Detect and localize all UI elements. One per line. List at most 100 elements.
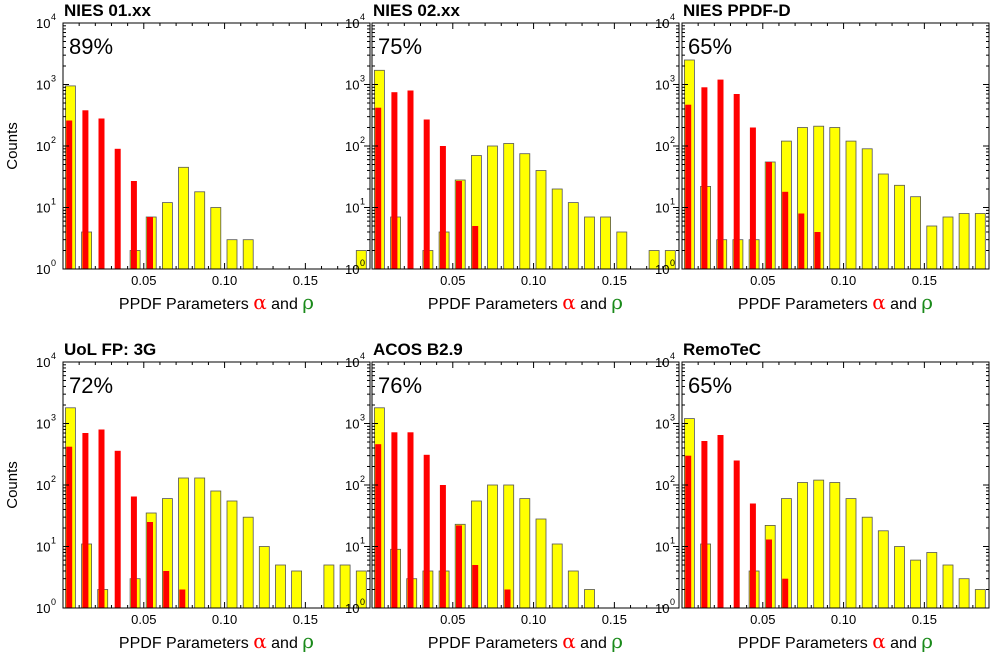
x-axis-label-prefix: PPDF Parameters [119,635,253,652]
rho-bar [894,184,905,269]
y-tick-exponent: 4 [51,12,56,22]
y-tick-exponent: 0 [360,597,365,607]
alpha-bar [82,110,89,269]
y-tick-exponent: 0 [360,258,365,268]
rho-bar [487,484,498,608]
y-tick-label: 10 [655,139,669,154]
alpha-symbol: α [562,290,576,314]
alpha-symbol: α [872,290,886,314]
y-tick-exponent: 3 [360,413,365,423]
y-tick-exponent: 3 [670,74,675,84]
y-tick-label: 10 [345,16,359,31]
rho-symbol: ρ [611,290,623,314]
y-tick-exponent: 1 [360,536,365,546]
alpha-bar [147,217,153,269]
alpha-bar [163,571,170,608]
y-tick-exponent: 1 [670,197,675,207]
x-tick-label: 0.15 [293,273,318,288]
rho-bar [861,516,873,608]
x-axis-label-prefix: PPDF Parameters [119,296,253,313]
rho-symbol: ρ [611,629,623,653]
rho-bar [877,173,889,269]
rho-bar [503,484,515,608]
rho-bar [535,518,547,608]
y-tick-exponent: 3 [670,413,675,423]
alpha-bar [407,90,414,269]
y-tick-label: 10 [36,417,50,432]
rho-symbol: ρ [921,290,933,314]
y-tick-label: 10 [655,201,669,216]
rho-bar [161,498,173,608]
bars-group [684,59,986,269]
alpha-bar [179,589,186,608]
alpha-bar [456,525,462,608]
alpha-symbol: α [253,629,267,653]
alpha-bar [472,226,479,269]
alpha-bar [375,444,382,608]
y-tick-label: 10 [345,201,359,216]
alpha-bar [147,522,153,608]
panel-percent: 75% [378,34,422,59]
x-axis-label-prefix: PPDF Parameters [738,635,872,652]
rho-bar [470,155,482,269]
y-axis-label: Counts [4,461,21,509]
rho-bar [323,564,335,608]
rho-symbol: ρ [921,629,933,653]
panel-percent: 72% [69,373,113,398]
x-axis-label-prefix: PPDF Parameters [428,635,562,652]
x-axis-label: PPDF Parameters α and ρ [428,290,623,314]
alpha-symbol: α [872,629,886,653]
rho-bar [258,546,270,608]
rho-bar [161,202,173,269]
rho-bar [813,479,825,608]
y-tick-label: 10 [345,601,359,616]
alpha-bar [130,496,137,608]
rho-bar [551,543,563,608]
y-tick-label: 10 [655,478,669,493]
y-tick-exponent: 2 [670,474,675,484]
alpha-bar [114,148,121,269]
rho-bar [781,498,792,608]
y-tick-exponent: 1 [51,197,56,207]
rho-bar [519,498,531,608]
rho-bar [813,125,825,269]
alpha-bar [685,455,692,608]
x-axis-label-prefix: PPDF Parameters [428,296,562,313]
rho-bar [178,477,189,608]
panel-title: NIES 02.xx [373,1,460,20]
y-tick-exponent: 3 [51,413,56,423]
rho-bar [355,250,367,269]
rho-bar [974,213,986,269]
rho-bar [519,153,531,269]
rho-bar [845,140,857,269]
rho-bar [600,216,611,269]
rho-bar [648,250,660,269]
rho-bar [567,570,579,608]
x-tick-label: 0.10 [521,273,546,288]
x-tick-label: 0.10 [831,273,856,288]
y-tick-label: 10 [36,139,50,154]
y-tick-exponent: 2 [51,135,56,145]
alpha-bar [782,578,789,608]
y-tick-exponent: 0 [51,597,56,607]
rho-bar [616,231,628,269]
y-tick-label: 10 [36,78,50,93]
alpha-bar [701,87,708,269]
x-axis-label-mid: and [267,635,303,652]
alpha-bar [717,435,724,608]
alpha-bar [749,127,756,269]
rho-bar [797,127,808,269]
rho-bar [926,225,938,269]
panel-title: NIES 01.xx [64,1,151,20]
y-tick-label: 10 [36,16,50,31]
x-axis-label-prefix: PPDF Parameters [738,296,872,313]
bars-group [373,407,595,608]
panel-percent: 65% [688,34,732,59]
y-tick-label: 10 [345,78,359,93]
y-tick-label: 10 [655,540,669,555]
y-tick-label: 10 [345,262,359,277]
y-tick-label: 10 [655,355,669,370]
panel-percent: 65% [688,373,732,398]
